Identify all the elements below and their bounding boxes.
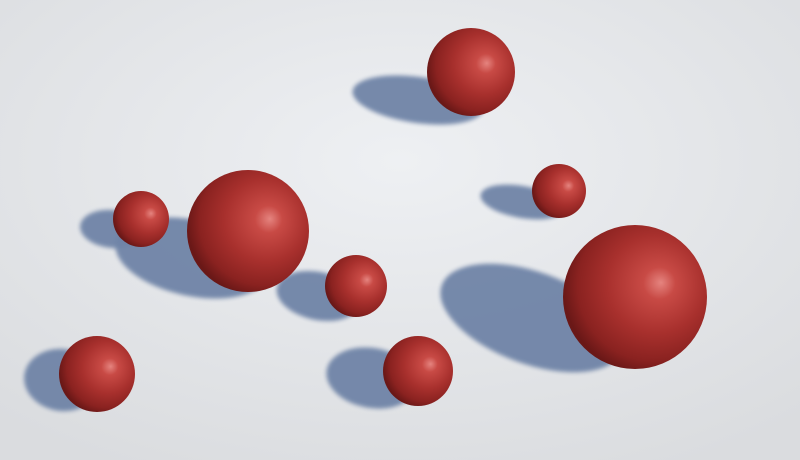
- sphere-layer: [59, 28, 707, 412]
- red-sphere: [59, 336, 135, 412]
- red-sphere: [113, 191, 169, 247]
- red-sphere: [427, 28, 515, 116]
- red-sphere: [383, 336, 453, 406]
- red-sphere: [532, 164, 586, 218]
- red-sphere: [325, 255, 387, 317]
- red-sphere: [187, 170, 309, 292]
- red-sphere: [563, 225, 707, 369]
